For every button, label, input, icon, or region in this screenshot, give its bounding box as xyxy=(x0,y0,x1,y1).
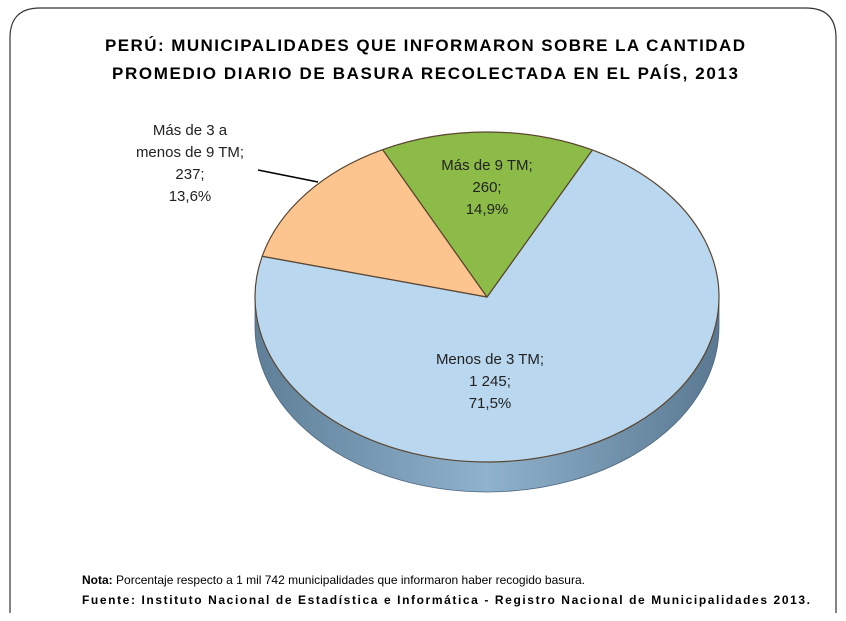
separator: ; xyxy=(507,373,511,390)
percentage-label: 71,5% xyxy=(469,395,512,412)
separator: ; xyxy=(529,157,533,174)
separator: ; xyxy=(497,179,501,196)
pie-slice xyxy=(382,131,593,298)
note-text: Porcentaje respecto a 1 mil 742 municipa… xyxy=(116,573,585,587)
chart-title: PROMEDIO DIARIO DE BASURA RECOLECTADA EN… xyxy=(112,64,738,83)
percentage-label: 13,6% xyxy=(169,188,212,205)
label-line: Más de 9 TM; xyxy=(441,157,532,174)
label-line: menos de 9 TM; xyxy=(136,144,244,161)
frame xyxy=(9,7,837,613)
label-line: 14,9% xyxy=(466,201,509,218)
separator: ; xyxy=(200,166,204,183)
note: Nota: Porcentaje respecto a 1 mil 742 mu… xyxy=(82,573,585,587)
label-line: 71,5% xyxy=(469,395,512,412)
value-label: 237 xyxy=(175,166,200,183)
pie-slice xyxy=(261,149,488,298)
category-label: Más de 9 TM xyxy=(441,157,528,174)
category-label: Menos de 3 TM xyxy=(436,351,540,368)
separator: ; xyxy=(240,144,244,161)
label-line: Menos de 3 TM; xyxy=(436,351,544,368)
label-line: 1 245; xyxy=(469,373,511,390)
chart-title: PERÚ: MUNICIPALIDADES QUE INFORMARON SOB… xyxy=(105,36,745,55)
note-label: Nota: xyxy=(82,573,113,587)
value-label: 260 xyxy=(472,179,497,196)
percentage-label: 14,9% xyxy=(466,201,509,218)
label-line: 260; xyxy=(472,179,501,196)
slice-label: Más de 3 a menos de 9 TM; 237; 13,6% xyxy=(136,122,244,205)
label-line: 13,6% xyxy=(169,188,212,205)
slice-label: Más de 9 TM; 260; 14,9% xyxy=(441,157,532,218)
label-line: 237; xyxy=(175,166,204,183)
leader-line xyxy=(257,169,319,183)
separator: ; xyxy=(540,351,544,368)
value-label: 1 245 xyxy=(469,373,507,390)
label-line: Más de 3 a xyxy=(153,122,228,139)
slice-label: Menos de 3 TM; 1 245; 71,5% xyxy=(436,351,544,412)
pie-slice xyxy=(254,149,720,463)
source: Fuente: Instituto Nacional de Estadístic… xyxy=(82,593,810,607)
